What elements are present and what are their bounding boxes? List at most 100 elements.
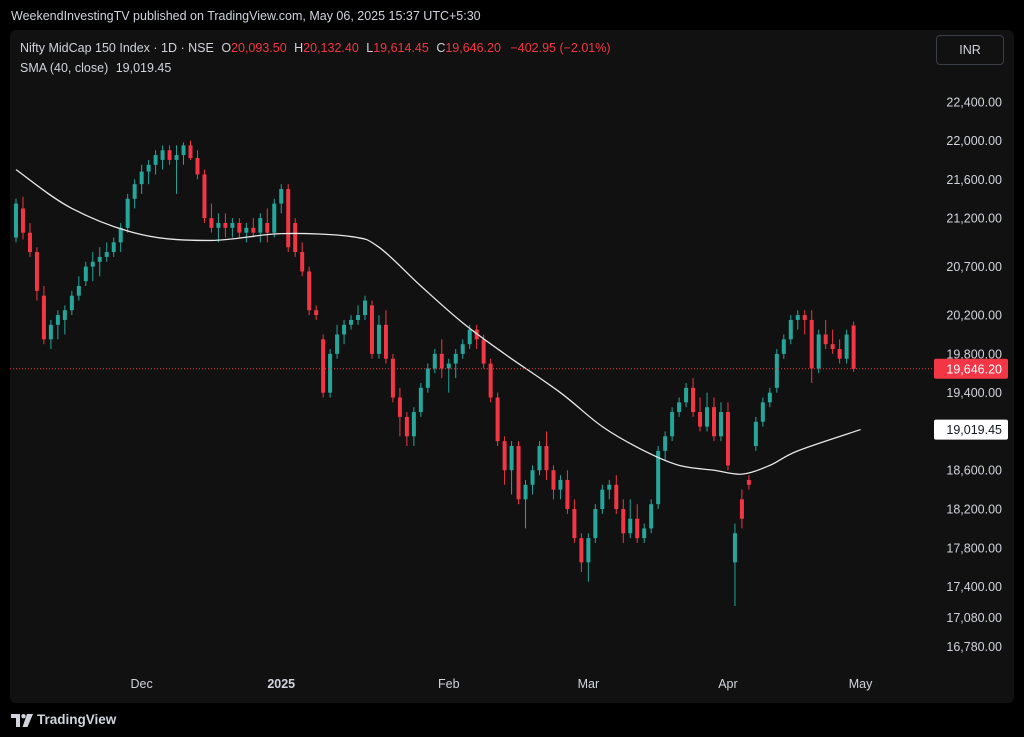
candle-body	[111, 242, 116, 253]
candle	[544, 431, 549, 480]
candle	[411, 407, 416, 446]
candle	[488, 358, 493, 403]
candle	[572, 499, 577, 543]
candle-body	[328, 353, 333, 393]
candle	[586, 533, 591, 582]
candle	[349, 315, 354, 330]
candle-body	[502, 441, 507, 471]
candle	[195, 150, 200, 180]
candle	[174, 145, 179, 194]
candle	[356, 305, 361, 325]
candle-body	[363, 300, 367, 316]
candle	[279, 184, 284, 214]
candle	[579, 533, 584, 573]
candle-body	[397, 397, 402, 417]
candle	[20, 196, 25, 240]
candle-body	[830, 344, 835, 350]
candle-body	[746, 479, 751, 485]
open-label: O	[221, 41, 232, 55]
candle	[837, 339, 842, 364]
candle	[244, 222, 249, 243]
candle-body	[760, 402, 765, 422]
candle	[160, 145, 165, 170]
x-tick-label: Feb	[438, 677, 460, 691]
candle	[230, 218, 235, 238]
candle-body	[181, 145, 186, 156]
candle	[781, 334, 786, 359]
currency-button[interactable]: INR	[936, 35, 1004, 65]
candle-body	[244, 227, 249, 233]
y-tick-label: 21,600.00	[946, 173, 1002, 187]
candle	[691, 378, 696, 417]
x-tick-label: Dec	[131, 677, 153, 691]
candle-body	[481, 339, 486, 364]
candle	[209, 203, 214, 233]
candle-body	[132, 184, 137, 199]
candle-body	[125, 198, 130, 228]
candle-body	[160, 150, 165, 160]
y-tick-label: 16,780.00	[946, 640, 1002, 654]
candle-body	[209, 218, 214, 228]
candle-body	[188, 145, 193, 158]
candle	[551, 465, 556, 500]
y-tick-label: 22,000.00	[946, 134, 1002, 148]
candle-body	[321, 339, 326, 393]
x-tick-label: 2025	[267, 677, 295, 691]
candle-body	[656, 450, 661, 505]
candle	[712, 397, 716, 442]
candle	[628, 499, 633, 539]
top-bar: WeekendInvestingTV published on TradingV…	[0, 0, 1024, 30]
candle-body	[265, 222, 270, 233]
chart-panel[interactable]: 22,400.00 22,000.00 21,600.00 21,200.00 20,7…	[10, 30, 1014, 703]
low-label: L	[366, 41, 374, 55]
candle-body	[153, 155, 158, 165]
candle-body	[718, 412, 723, 437]
candle	[104, 242, 109, 262]
candle-body	[635, 518, 640, 539]
candle	[383, 310, 388, 364]
candle-body	[488, 363, 493, 398]
candle	[642, 523, 647, 543]
candle	[418, 382, 423, 417]
candle	[802, 310, 807, 335]
y-tick-label: 20,700.00	[946, 260, 1002, 274]
candle	[223, 213, 228, 238]
candle-body	[453, 353, 458, 364]
candle-body	[27, 232, 32, 253]
candle-body	[418, 387, 423, 413]
candle-body	[823, 334, 828, 345]
candle	[335, 324, 340, 359]
candle-body	[795, 315, 800, 320]
candle	[125, 193, 130, 233]
candle-body	[425, 368, 430, 388]
candlestick-chart[interactable]: 22,400.00 22,000.00 21,600.00 21,200.00 20,7…	[10, 30, 1014, 703]
candle-body	[202, 174, 207, 219]
y-tick-label: 17,800.00	[946, 541, 1002, 555]
candle	[62, 305, 67, 335]
symbol-title: Nifty MidCap 150 Index · 1D · NSE	[20, 41, 214, 55]
candle-body	[446, 363, 451, 369]
candle	[677, 397, 682, 417]
candle-body	[279, 189, 284, 204]
candle-body	[286, 189, 291, 248]
sma-legend-row[interactable]: SMA (40, close) 19,019.45	[20, 59, 611, 79]
candle-body	[41, 295, 46, 340]
last-price-badge-bg	[934, 358, 1008, 379]
candle	[732, 523, 737, 606]
candle	[286, 184, 291, 253]
candle	[404, 412, 409, 446]
candle	[69, 290, 74, 316]
candle-body	[621, 509, 626, 534]
candle	[502, 436, 507, 485]
sma-value-badge-bg	[934, 419, 1008, 440]
candle-body	[551, 470, 556, 490]
published-text: WeekendInvestingTV published on TradingV…	[11, 9, 481, 23]
y-tick-label: 22,400.00	[946, 95, 1002, 109]
ohlc-legend-row: Nifty MidCap 150 Index · 1D · NSE O20,09…	[20, 39, 611, 59]
footer: TradingView	[0, 703, 1024, 737]
candle-body	[607, 484, 612, 490]
candle-body	[788, 319, 793, 340]
candle-body	[495, 397, 500, 442]
candle	[397, 387, 402, 437]
candle-body	[97, 256, 102, 262]
